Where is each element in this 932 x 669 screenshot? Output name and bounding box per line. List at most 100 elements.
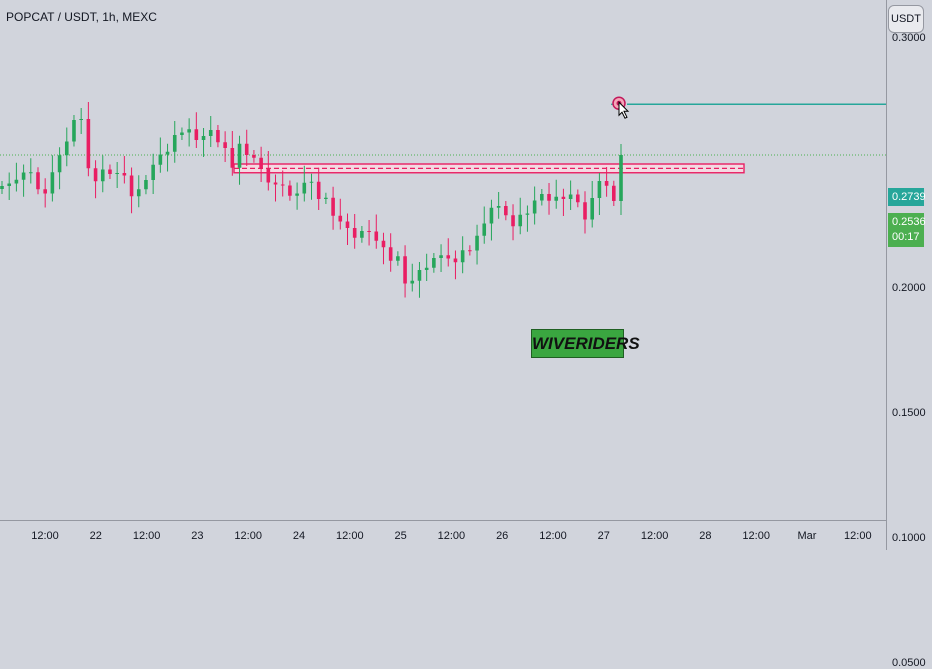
candle-body xyxy=(410,280,415,284)
candle-body xyxy=(568,194,573,199)
time-tick: 12:00 xyxy=(437,530,466,542)
time-tick: 12:00 xyxy=(844,530,872,542)
candle-body xyxy=(446,255,451,259)
candle-body xyxy=(129,175,134,197)
candle-body xyxy=(345,221,350,228)
candle-body xyxy=(72,120,76,142)
candle-body xyxy=(273,182,278,185)
candle-body xyxy=(57,155,62,173)
candle-body xyxy=(14,179,19,184)
price-tick: 0.2000 xyxy=(892,282,926,294)
candle-body xyxy=(453,258,458,263)
time-tick: Mar xyxy=(797,530,817,542)
candle-body xyxy=(424,267,429,270)
candle-body xyxy=(619,155,623,201)
candle-body xyxy=(86,119,91,169)
candle-body xyxy=(21,172,26,180)
candle-body xyxy=(223,142,227,148)
candle-body xyxy=(504,206,508,216)
candle-body xyxy=(7,183,11,186)
candle-body xyxy=(79,119,83,120)
candle-body xyxy=(309,181,314,183)
price-tick: 0.1000 xyxy=(892,532,926,544)
time-tick: 12:00 xyxy=(640,530,669,542)
candle-body xyxy=(331,197,335,216)
candle-body xyxy=(194,129,199,140)
candle-body xyxy=(295,193,299,196)
candle-body xyxy=(532,200,537,214)
last-price-value: 0.2536 xyxy=(892,216,926,228)
candle-body xyxy=(50,172,55,194)
candle-body xyxy=(360,231,364,238)
candle-body xyxy=(0,186,4,189)
candle-body xyxy=(151,164,155,180)
candle-body xyxy=(540,194,544,201)
candle-body xyxy=(554,196,559,201)
candle-body xyxy=(388,247,393,261)
candle-body xyxy=(259,157,263,168)
candle-body xyxy=(489,207,494,224)
candle-body xyxy=(561,196,566,199)
candle-body xyxy=(43,189,47,194)
candle-body xyxy=(208,130,213,136)
chart-canvas[interactable] xyxy=(0,0,932,550)
candle-body xyxy=(403,256,407,284)
time-tick: 24 xyxy=(292,530,306,542)
wiveriders-watermark: WIVERIDERS xyxy=(531,329,640,358)
time-tick: 12:00 xyxy=(132,530,161,542)
candle-body xyxy=(180,132,184,135)
candle-body xyxy=(266,168,271,183)
candle-body xyxy=(547,194,551,201)
candle-body xyxy=(439,255,443,258)
candle-body xyxy=(280,184,285,186)
candle-body xyxy=(468,250,472,252)
candle-body xyxy=(482,223,487,236)
candle-body xyxy=(216,130,220,143)
candle-body xyxy=(381,240,386,248)
candle-body xyxy=(172,135,177,152)
time-tick: 25 xyxy=(394,530,407,542)
candle-body xyxy=(165,151,170,155)
time-tick: 12:00 xyxy=(31,530,59,542)
symbol-title: POPCAT / USDT, 1h, MEXC xyxy=(6,10,157,24)
candle-body xyxy=(201,136,206,140)
candle-body xyxy=(338,215,343,222)
candle-body xyxy=(590,198,595,220)
candle-body xyxy=(64,141,69,156)
candle-body xyxy=(100,169,105,182)
candle-body xyxy=(122,173,127,176)
candle-body xyxy=(36,172,40,190)
time-tick: 12:00 xyxy=(742,530,770,542)
candle-body xyxy=(237,143,242,168)
price-tick: 0.1500 xyxy=(892,407,926,419)
candle-body xyxy=(525,213,530,215)
candle-body xyxy=(324,197,328,199)
candle-body xyxy=(316,181,321,199)
candle-body xyxy=(187,129,191,133)
candle-body xyxy=(158,154,163,165)
candle-body xyxy=(115,173,119,174)
time-tick: 22 xyxy=(89,530,102,542)
candle-body xyxy=(518,214,523,227)
candle-body xyxy=(460,250,465,263)
candle-body xyxy=(93,168,98,182)
time-tick: 27 xyxy=(597,530,610,542)
candle-body xyxy=(367,231,371,232)
candle-body xyxy=(144,180,148,190)
time-tick: 23 xyxy=(191,530,204,542)
candle-body xyxy=(28,172,33,174)
candle-body xyxy=(244,143,249,155)
candle-body xyxy=(496,206,501,208)
target-price-badge: 0.2739 xyxy=(888,188,926,206)
last-price-badge: 0.2536 00:17 xyxy=(888,213,926,247)
currency-button[interactable]: USDT xyxy=(888,5,924,33)
candle-body xyxy=(417,270,422,281)
candle-body xyxy=(374,231,379,241)
candle-body xyxy=(432,258,436,268)
candle-body xyxy=(396,256,400,261)
price-tick: 0.0500 xyxy=(892,657,926,669)
candle-body xyxy=(136,189,141,197)
time-tick: 12:00 xyxy=(336,530,364,542)
bar-countdown: 00:17 xyxy=(892,231,920,243)
